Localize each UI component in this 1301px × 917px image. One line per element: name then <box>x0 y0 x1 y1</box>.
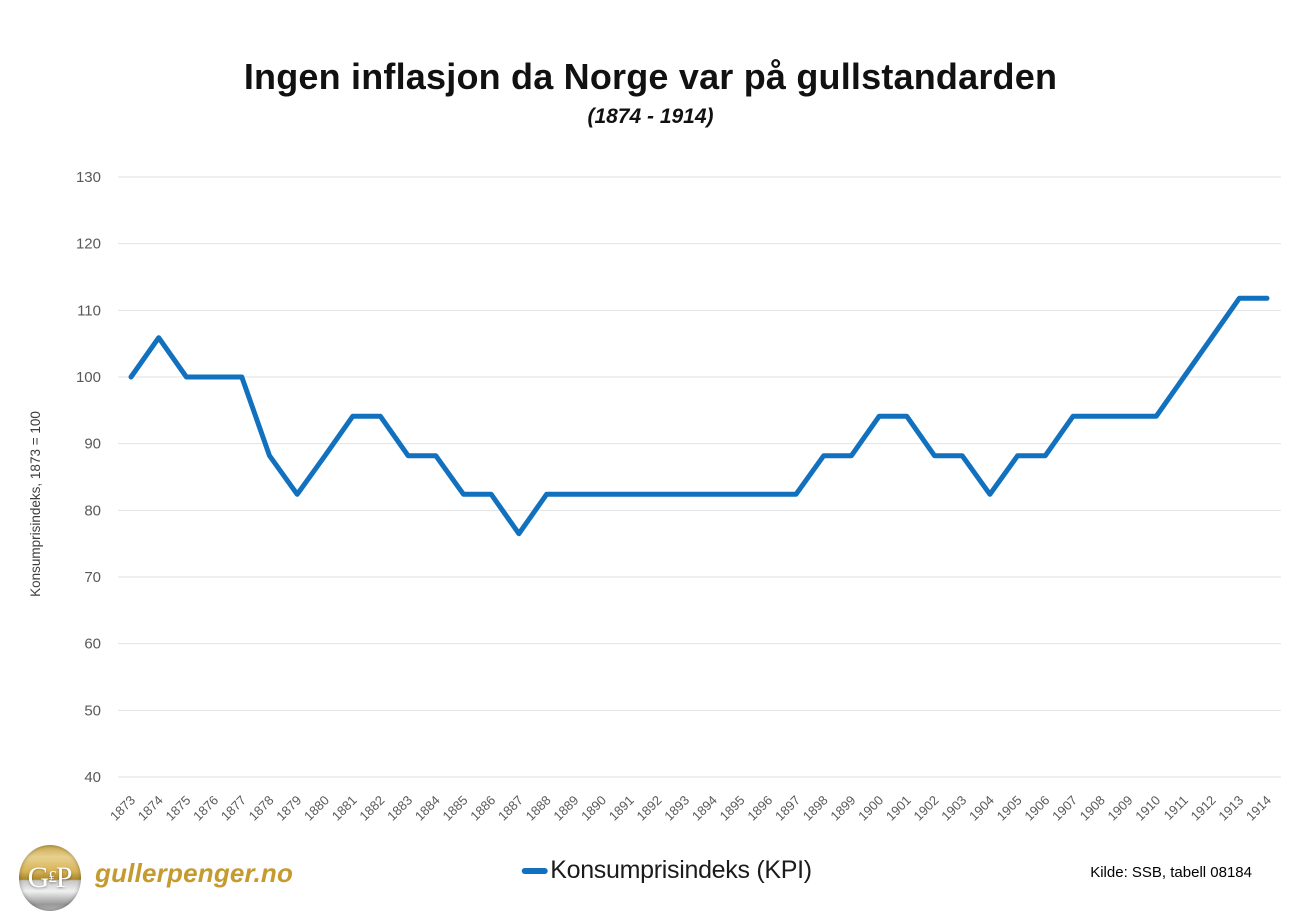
chart-header: Ingen inflasjon da Norge var på gullstan… <box>0 56 1301 129</box>
x-tick-label: 1880 <box>301 793 332 824</box>
kpi-line-chart: 40 50 60 70 80 90 100 110 120 130 1873187418751876… <box>28 169 1281 824</box>
x-tick-label: 1874 <box>135 793 166 824</box>
x-tick-label: 1889 <box>550 793 581 824</box>
x-tick-label: 1910 <box>1132 793 1163 824</box>
x-tick-label: 1887 <box>495 793 526 824</box>
chart-subtitle: (1874 - 1914) <box>587 105 714 128</box>
x-tick-label: 1876 <box>190 793 221 824</box>
x-tick-label: 1914 <box>1243 793 1274 824</box>
y-tick-label: 70 <box>84 569 101 586</box>
x-tick-label: 1909 <box>1105 793 1136 824</box>
x-tick-label: 1911 <box>1161 793 1191 823</box>
x-tick-label: 1898 <box>800 793 831 824</box>
x-tick-label: 1912 <box>1188 793 1219 824</box>
chart-title: Ingen inflasjon da Norge var på gullstan… <box>243 56 1058 97</box>
x-tick-label: 1883 <box>384 793 415 824</box>
x-tick-label: 1882 <box>356 793 387 824</box>
y-axis-title: Konsumprisindeks, 1873 = 100 <box>28 411 43 597</box>
x-tick-label: 1890 <box>578 793 609 824</box>
x-tick-label: 1900 <box>855 793 886 824</box>
legend-label: Konsumprisindeks (KPI) <box>550 856 812 884</box>
x-tick-label: 1891 <box>606 793 637 824</box>
x-tick-label: 1881 <box>329 793 360 824</box>
x-tick-label: 1892 <box>634 793 665 824</box>
y-tick-label: 90 <box>84 436 101 453</box>
x-tick-label: 1896 <box>744 793 775 824</box>
y-tick-label: 120 <box>76 236 101 253</box>
x-tick-label: 1897 <box>772 793 803 824</box>
brand-name: gullerpenger.no <box>95 858 294 888</box>
x-tick-label: 1905 <box>994 793 1025 824</box>
chart-footer: G ₤ P gullerpenger.no Konsumprisindeks (… <box>0 840 1301 917</box>
kpi-line <box>128 295 1270 537</box>
logo-letters: G ₤ P <box>28 863 73 893</box>
x-tick-label: 1906 <box>1021 793 1052 824</box>
x-tick-label: 1879 <box>273 793 304 824</box>
x-tick-label: 1885 <box>440 793 471 824</box>
x-tick-label: 1899 <box>827 793 858 824</box>
x-tick-label: 1893 <box>661 793 692 824</box>
gullerpenger-logo-coin: G ₤ P <box>19 845 81 911</box>
x-tick-label: 1875 <box>162 793 193 824</box>
x-tick-label: 1888 <box>523 793 554 824</box>
y-tick-label: 130 <box>76 169 101 186</box>
logo-letter-g: G <box>27 861 50 894</box>
x-tick-label: 1913 <box>1215 793 1246 824</box>
x-tick-label: 1877 <box>218 793 249 824</box>
x-tick-label: 1886 <box>467 793 498 824</box>
x-tick-label: 1894 <box>689 793 720 824</box>
x-tick-label: 1907 <box>1049 793 1080 824</box>
y-tick-label: 60 <box>84 636 101 653</box>
x-tick-label: 1902 <box>911 793 942 824</box>
x-tick-label: 1908 <box>1077 793 1108 824</box>
x-tick-label: 1873 <box>107 793 138 824</box>
legend-line-swatch <box>521 867 548 874</box>
x-tick-label: 1895 <box>717 793 748 824</box>
legend: Konsumprisindeks (KPI) <box>521 856 812 885</box>
y-tick-label: 50 <box>84 702 101 719</box>
x-tick-label: 1904 <box>966 793 997 824</box>
source-note: Kilde: SSB, tabell 08184 <box>1090 864 1252 881</box>
x-tick-label: 1901 <box>883 793 914 824</box>
logo-letter-p: P <box>55 861 73 894</box>
x-tick-label: 1884 <box>412 793 443 824</box>
x-tick-label: 1903 <box>938 793 969 824</box>
x-tick-label: 1878 <box>246 793 277 824</box>
y-tick-label: 100 <box>76 369 101 386</box>
y-tick-label: 110 <box>77 302 101 319</box>
logo-letter-lira: ₤ <box>48 866 57 886</box>
y-tick-label: 40 <box>84 769 101 786</box>
y-tick-label: 80 <box>84 502 101 519</box>
